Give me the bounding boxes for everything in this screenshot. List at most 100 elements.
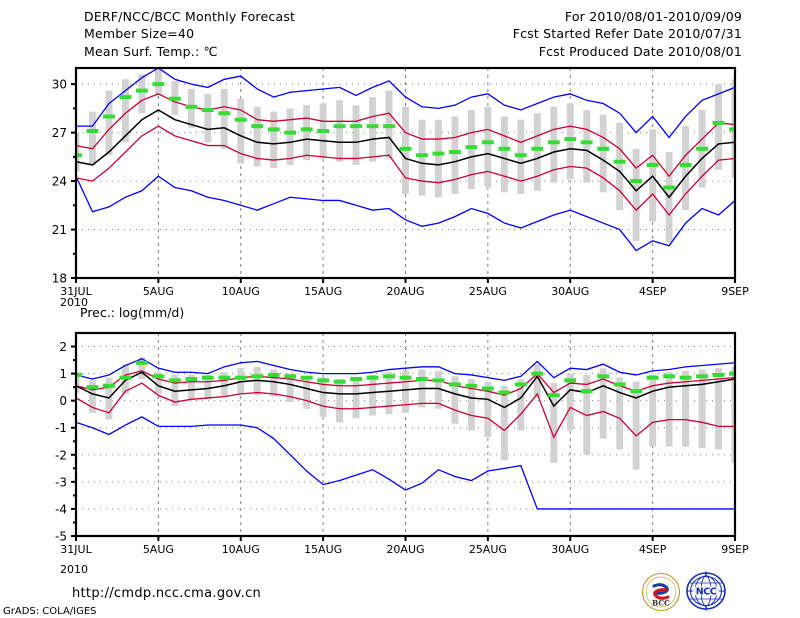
member-size-label: Member Size=40: [84, 26, 195, 41]
y-tick-label: 0: [59, 394, 67, 408]
spread-bar: [336, 379, 344, 423]
y-tick-label: -1: [55, 421, 67, 435]
spread-bar: [484, 381, 492, 438]
spread-bar: [303, 105, 311, 161]
spread-bar: [649, 374, 657, 447]
spread-bar: [632, 148, 640, 241]
precipitation-panel-title: Prec.: log(mm/d): [80, 305, 185, 320]
spread-bar: [220, 372, 228, 397]
spread-bar: [105, 90, 113, 156]
y-tick-label: -3: [55, 475, 67, 489]
x-tick-label: 10AUG: [222, 543, 260, 556]
x-tick-label: 9SEP: [721, 543, 749, 556]
spread-bar: [204, 374, 212, 400]
spread-bar: [451, 116, 459, 194]
x-tick-label: 30AUG: [551, 543, 589, 556]
x-tick-label: 20AUG: [386, 285, 424, 298]
spread-bar: [616, 377, 624, 450]
series-ensemble-max: [76, 68, 735, 139]
svg-text:NCC: NCC: [696, 586, 717, 597]
spread-bar: [220, 89, 228, 149]
y-tick-label: 30: [52, 78, 67, 92]
spread-bar: [154, 372, 162, 394]
spread-bar: [204, 93, 212, 143]
spread-bar: [599, 368, 607, 439]
spread-bar: [286, 108, 294, 165]
spread-bar: [682, 126, 690, 211]
spread-bar: [451, 376, 459, 424]
y-tick-label: 1: [59, 367, 67, 381]
spread-bar: [187, 374, 195, 400]
spread-bar: [121, 79, 129, 143]
x-tick-label: 30AUG: [551, 285, 589, 298]
x-tick-label: 4SEP: [639, 285, 667, 298]
x-tick-label: 4SEP: [639, 543, 667, 556]
spread-bar: [550, 106, 558, 183]
spread-bar: [550, 383, 558, 463]
ncc-logo: NCC: [684, 570, 728, 612]
spread-bar: [402, 370, 409, 413]
spread-bar: [76, 372, 80, 393]
x-tick-label: 9SEP: [721, 285, 749, 298]
y-tick-label: -2: [55, 448, 67, 462]
spread-bar: [533, 364, 541, 398]
spread-bar: [533, 113, 541, 191]
spread-bar: [616, 122, 624, 211]
x-tick-label: 5AUG: [143, 285, 174, 298]
series-ensemble-min: [76, 416, 735, 510]
y-tick-label: 27: [52, 126, 67, 140]
spread-bar: [583, 110, 591, 183]
chart-title: DERF/NCC/BCC Monthly Forecast: [84, 9, 296, 24]
spread-bar: [253, 106, 261, 167]
forecast-range-label: For 2010/08/01-2010/09/09: [564, 9, 742, 24]
series-quartile-lower: [76, 382, 735, 439]
x-tick-label: 31JUL: [60, 543, 92, 556]
website-url[interactable]: http://cmdp.ncc.cma.gov.cn: [72, 586, 262, 601]
spread-bar: [270, 369, 278, 397]
spread-bar: [665, 372, 673, 447]
spread-bar: [319, 377, 327, 417]
x-tick-label: 25AUG: [469, 543, 507, 556]
spread-bar: [286, 373, 294, 403]
x-tick-label: 31JUL: [60, 285, 92, 298]
x-tick-label: 20AUG: [386, 543, 424, 556]
y-tick-label: 18: [52, 272, 67, 286]
spread-bar: [89, 111, 96, 165]
y-tick-label: 24: [52, 175, 67, 189]
prec-year-label: 2010: [60, 563, 88, 576]
series-quartile-lower: [76, 125, 735, 217]
spread-bar: [138, 357, 146, 380]
spread-bar: [500, 116, 508, 193]
spread-bar: [76, 132, 80, 172]
spread-bar: [89, 380, 96, 413]
spread-bar: [632, 381, 640, 470]
spread-bar: [467, 110, 475, 190]
spread-bar: [352, 105, 360, 165]
spread-bar: [352, 377, 360, 419]
forecast-started-label: Fcst Started Refer Date 2010/07/31: [512, 26, 742, 41]
grads-credit: GrADS: COLA/IGES: [3, 606, 97, 617]
y-tick-label: 21: [52, 223, 67, 237]
spread-bar: [369, 97, 377, 162]
spread-bar: [715, 84, 722, 170]
spread-bar: [336, 100, 344, 162]
spread-bar: [566, 103, 574, 180]
spread-bar: [138, 74, 146, 114]
spread-bar: [418, 119, 426, 196]
spread-bar: [517, 379, 525, 431]
spread-bar: [715, 368, 722, 450]
spread-bar: [682, 370, 690, 447]
spread-bar: [369, 374, 377, 416]
series-quartile-upper: [76, 370, 735, 396]
x-tick-label: 15AUG: [304, 285, 342, 298]
series-ensemble-mean: [76, 371, 735, 409]
spread-bar: [303, 376, 311, 409]
y-tick-label: -4: [55, 502, 67, 516]
variable-label: Mean Surf. Temp.: ℃: [84, 44, 218, 59]
x-tick-label: 25AUG: [469, 285, 507, 298]
spread-bar: [698, 369, 706, 449]
series-ensemble-mean: [76, 109, 735, 199]
x-tick-label: 15AUG: [304, 543, 342, 556]
spread-bar: [599, 114, 607, 193]
